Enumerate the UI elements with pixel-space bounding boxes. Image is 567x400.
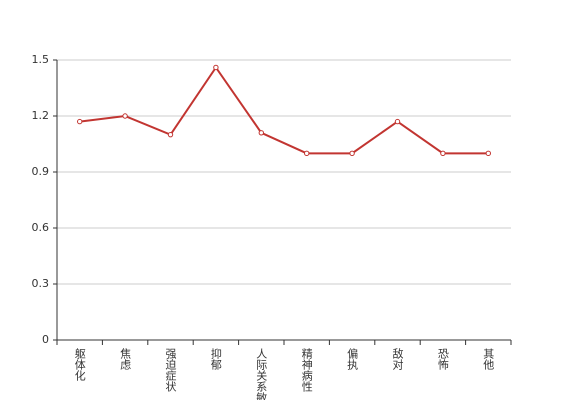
- x-tick-label: 躯体化: [73, 348, 86, 382]
- y-tick-label: 1.2: [32, 109, 50, 122]
- x-tick-label: 精神病性: [300, 348, 313, 393]
- y-tick-label: 1.5: [32, 53, 50, 66]
- data-point: [122, 113, 128, 119]
- data-point: [440, 150, 446, 157]
- x-tick-label: 人际关系敏感: [255, 348, 268, 400]
- x-tick-label: 恐怖: [436, 348, 449, 370]
- x-tick-label: 焦虑: [119, 348, 132, 370]
- y-tick-label: 0.6: [32, 221, 50, 234]
- x-tick-label: 强迫症状: [164, 348, 177, 392]
- y-tick-label: 0: [42, 333, 49, 346]
- x-tick-label: 偏执: [346, 347, 359, 371]
- data-point: [77, 118, 83, 125]
- data-point: [213, 64, 219, 71]
- x-tick-label: 敌对: [391, 347, 404, 370]
- y-tick-label: 0.3: [32, 277, 50, 290]
- data-point: [167, 131, 174, 138]
- data-line: [79, 65, 489, 155]
- data-point: [485, 150, 491, 157]
- data-point: [304, 150, 310, 157]
- data-point: [394, 118, 401, 125]
- y-tick-label: 0.9: [32, 165, 50, 178]
- x-tick-label: 其他: [482, 348, 495, 370]
- data-point: [258, 130, 264, 136]
- data-point: [349, 150, 355, 157]
- x-tick-label: 抑郁: [209, 347, 222, 370]
